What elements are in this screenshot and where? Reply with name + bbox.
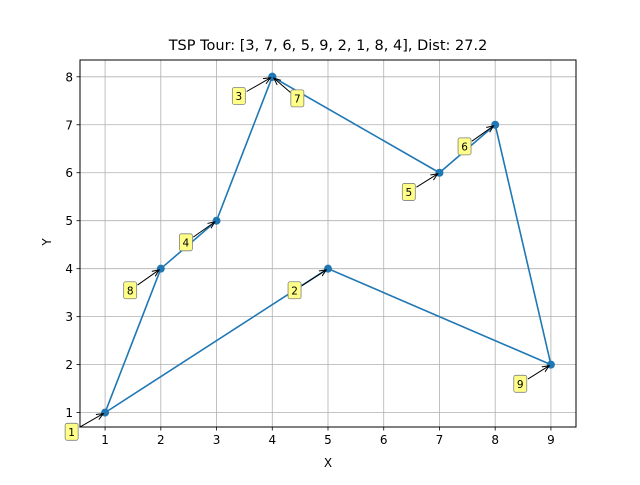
- annotation-arrow: [301, 270, 326, 286]
- y-tick-label: 7: [65, 118, 73, 132]
- annotation-label: 7: [294, 93, 301, 105]
- x-tick-label: 1: [101, 433, 109, 447]
- annotation-label: 4: [183, 237, 190, 249]
- x-tick-label: 6: [380, 433, 388, 447]
- y-tick-label: 2: [65, 358, 73, 372]
- annotation-arrow: [471, 126, 494, 142]
- annotation-box: [123, 281, 138, 300]
- y-tick-label: 4: [65, 262, 73, 276]
- city-point: [324, 264, 332, 273]
- city-points: [101, 72, 555, 417]
- annotation-box: [64, 422, 79, 441]
- y-tick-label: 5: [65, 214, 73, 228]
- annotation-label: 8: [127, 285, 134, 297]
- city-point: [546, 360, 555, 369]
- annotation-label: 9: [517, 379, 524, 391]
- x-tick-label: 4: [268, 433, 276, 447]
- y-tick-label: 6: [65, 166, 73, 180]
- annotation-box: [178, 233, 193, 252]
- annotation-arrow: [274, 78, 291, 93]
- annotation-box: [231, 87, 246, 105]
- city-point: [491, 120, 500, 129]
- annotation-label: 5: [405, 187, 412, 199]
- annotation-label: 3: [235, 91, 242, 103]
- annotation-arrow: [137, 270, 160, 286]
- annotation-label: 6: [461, 141, 468, 153]
- annotation-box: [290, 89, 305, 108]
- x-tick-label: 2: [157, 433, 165, 447]
- annotation-arrow: [192, 222, 215, 238]
- x-tick-label: 8: [491, 433, 499, 447]
- x-tick-label: 5: [324, 433, 332, 447]
- x-tick-label: 3: [213, 433, 221, 447]
- annotation-box: [457, 137, 472, 156]
- annotation-label: 2: [291, 285, 298, 297]
- grid: [80, 60, 576, 427]
- city-point: [156, 264, 165, 273]
- annotation-arrow: [79, 414, 103, 428]
- y-tick-label: 1: [65, 406, 73, 420]
- annotation-box: [401, 183, 416, 201]
- annotation-arrow: [416, 174, 437, 188]
- axis-ticks: 1 2 3 4 5 6 7 8 9 1 2 3 4 5 6 7 8: [65, 70, 554, 447]
- annotation-arrow: [246, 78, 271, 92]
- city-point: [435, 168, 444, 177]
- city-annotations: 1 2 3 4 5 6 7 8 9: [64, 78, 549, 441]
- annotation-label: 1: [68, 427, 75, 439]
- x-tick-label: 9: [547, 433, 555, 447]
- x-axis-label: X: [324, 456, 332, 470]
- x-tick-label: 7: [436, 433, 444, 447]
- chart-title: TSP Tour: [3, 7, 6, 5, 9, 2, 1, 8, 4], D…: [168, 38, 488, 54]
- y-axis-label: Y: [40, 238, 54, 247]
- annotation-arrow: [527, 366, 549, 380]
- annotation-box: [287, 281, 302, 300]
- annotation-box: [513, 374, 528, 393]
- y-tick-label: 8: [65, 70, 73, 84]
- city-point: [212, 216, 221, 225]
- y-tick-label: 3: [65, 310, 73, 324]
- city-point: [101, 408, 110, 417]
